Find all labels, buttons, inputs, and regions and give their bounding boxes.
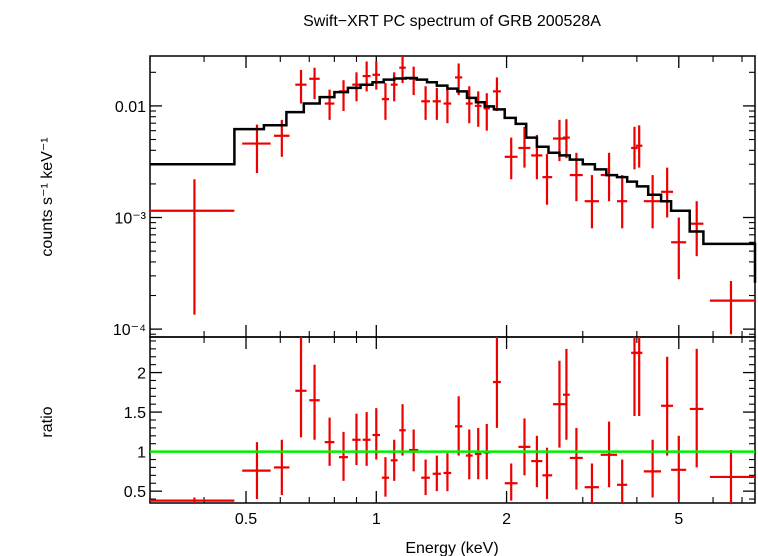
data-point xyxy=(584,463,599,503)
data-point xyxy=(617,459,628,503)
data-point xyxy=(295,337,307,438)
data-point xyxy=(309,67,320,100)
data-point xyxy=(600,421,618,488)
data-point xyxy=(569,152,583,202)
data-point xyxy=(421,459,430,496)
x-tick-label: 2 xyxy=(502,511,511,528)
plot-frame xyxy=(149,55,756,338)
data-point xyxy=(635,125,643,168)
data-point xyxy=(399,404,406,456)
data-point xyxy=(542,447,553,500)
data-point xyxy=(562,119,570,159)
data-point xyxy=(242,124,271,174)
data-point xyxy=(635,337,643,417)
data-point xyxy=(552,360,566,448)
data-point xyxy=(492,337,501,428)
x-tick-label: 5 xyxy=(674,511,683,528)
data-point xyxy=(443,453,452,492)
data-point xyxy=(390,72,398,102)
data-point xyxy=(617,175,628,229)
spectrum-panel: 0.01 10⁻³ 10⁻⁴ xyxy=(113,55,757,339)
y-axis-label-spectrum: counts s⁻¹ keV⁻¹ xyxy=(39,137,56,256)
y-tick-label: 0.01 xyxy=(115,99,146,116)
data-point xyxy=(562,348,570,440)
data-point xyxy=(584,175,599,229)
data-point xyxy=(531,435,543,488)
data-point xyxy=(421,86,430,120)
y-tick-label: 10⁻³ xyxy=(114,211,146,228)
y-tick-label: 2 xyxy=(137,366,146,383)
data-point xyxy=(362,412,371,466)
chart-title: Swift−XRT PC spectrum of GRB 200528A xyxy=(303,13,601,30)
x-tick-label: 0.5 xyxy=(235,511,257,528)
y-tick-label: 0.5 xyxy=(124,484,146,501)
ratio-panel: 0.5 1 2 5 0.5 1 1.5 2 xyxy=(124,336,756,528)
data-point xyxy=(432,87,441,120)
data-point xyxy=(709,450,755,503)
data-point xyxy=(474,427,482,480)
data-point xyxy=(432,455,441,492)
data-point xyxy=(474,91,482,127)
data-point xyxy=(518,418,531,476)
data-point xyxy=(324,417,335,466)
data-point xyxy=(150,179,235,315)
data-point xyxy=(689,201,704,257)
data-point xyxy=(150,497,235,503)
data-point xyxy=(372,61,381,90)
data-point xyxy=(569,427,583,490)
data-point xyxy=(504,137,518,180)
y-axis-label-ratio: ratio xyxy=(39,406,56,437)
data-point xyxy=(504,463,518,501)
data-point xyxy=(338,80,348,112)
data-point xyxy=(661,356,674,456)
data-point xyxy=(600,152,618,202)
x-tick-label: 1 xyxy=(372,511,381,528)
data-point xyxy=(661,167,674,218)
data-point xyxy=(381,83,390,120)
data-point xyxy=(483,93,490,131)
data-point xyxy=(338,431,348,481)
data-point xyxy=(324,89,335,120)
plot-frame xyxy=(149,336,756,504)
data-point xyxy=(643,439,662,498)
data-point xyxy=(465,86,473,124)
data-point xyxy=(465,429,473,480)
data-point xyxy=(454,396,463,456)
data-point xyxy=(689,348,704,468)
data-point xyxy=(352,413,361,466)
data-point xyxy=(390,439,398,481)
y-tick-label: 10⁻⁴ xyxy=(113,322,146,339)
y-tick-label: 1.5 xyxy=(124,405,146,422)
data-point xyxy=(454,63,463,96)
data-point xyxy=(443,89,452,124)
data-point xyxy=(643,175,662,229)
data-point xyxy=(295,69,307,104)
model-step-line xyxy=(150,76,757,283)
data-point xyxy=(518,126,531,168)
data-point xyxy=(492,77,501,112)
data-point xyxy=(381,457,390,497)
data-point xyxy=(671,435,687,501)
data-point xyxy=(273,439,290,496)
data-point xyxy=(671,217,687,280)
data-point xyxy=(631,337,638,417)
data-point xyxy=(709,280,755,335)
y-tick-label: 1 xyxy=(137,445,146,462)
data-point xyxy=(542,154,553,205)
data-point xyxy=(309,364,320,440)
x-axis-label: Energy (keV) xyxy=(405,540,498,556)
data-point xyxy=(631,126,638,170)
data-point xyxy=(362,61,371,92)
